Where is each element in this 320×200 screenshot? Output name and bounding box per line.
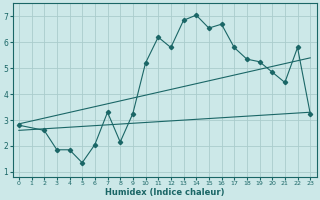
X-axis label: Humidex (Indice chaleur): Humidex (Indice chaleur) bbox=[105, 188, 224, 197]
